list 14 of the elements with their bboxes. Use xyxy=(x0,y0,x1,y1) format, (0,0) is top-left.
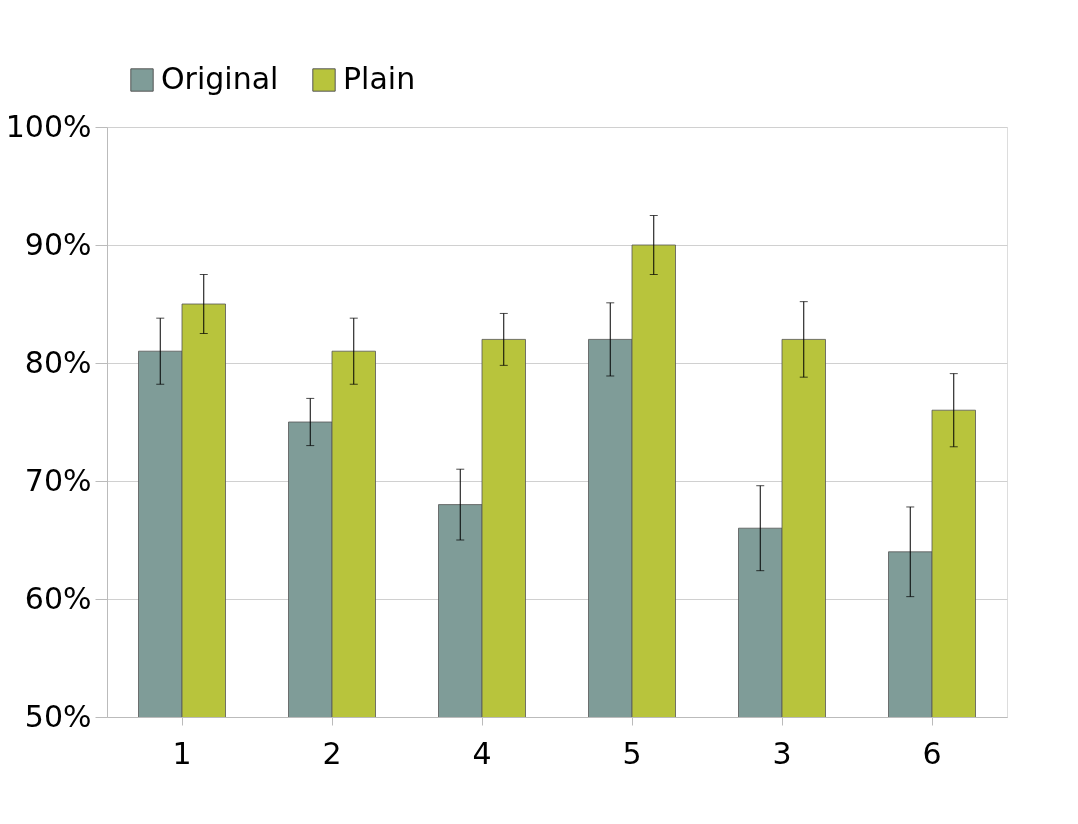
x-tick-label: 5 xyxy=(622,735,642,771)
y-tick-label: 50% xyxy=(24,698,92,734)
x-tick-label: 2 xyxy=(322,735,342,771)
legend-label: Plain xyxy=(343,61,416,96)
x-tick-label: 4 xyxy=(472,735,492,771)
x-tick-label: 3 xyxy=(772,735,792,771)
x-tick-label: 1 xyxy=(172,735,192,771)
y-tick-label: 90% xyxy=(24,226,92,262)
legend-label: Original xyxy=(161,61,279,96)
y-tick-label: 70% xyxy=(24,462,92,498)
y-tick-label: 100% xyxy=(5,108,92,144)
y-tick-label: 60% xyxy=(24,580,92,616)
x-tick-label: 6 xyxy=(922,735,942,771)
y-tick-label: 80% xyxy=(24,344,92,380)
